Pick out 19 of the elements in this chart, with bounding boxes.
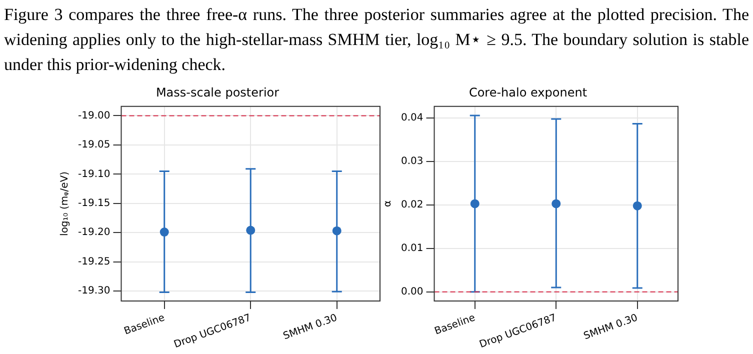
x-tick-label: SMHM 0.30 xyxy=(582,312,640,342)
y-tick-label: -19.15 xyxy=(78,198,110,209)
y-tick-label: 0.04 xyxy=(401,112,424,124)
chart-title: Mass-scale posterior xyxy=(156,85,280,100)
y-tick-label: -19.20 xyxy=(78,227,110,238)
chart-title: Core-halo exponent xyxy=(468,85,588,100)
y-tick-label: -19.00 xyxy=(78,110,110,122)
caption: Figure 3 compares the three free-α runs. The three posterior summaries agree at the plotted precision. The widening applies only to the high-stellar-mass SMHM tier, log₁₀ M⋆ ≥ 9.5. The boundary solution is stable under this prior-widening check. xyxy=(4,4,749,76)
x-tick-label: SMHM 0.30 xyxy=(282,312,339,342)
y-tick-label: -19.25 xyxy=(78,256,110,268)
y-tick-label: 0.03 xyxy=(401,156,424,168)
y-tick-label: -19.30 xyxy=(78,286,110,297)
y-axis-title: α xyxy=(382,200,394,207)
y-tick-label: -19.10 xyxy=(78,168,110,180)
y-tick-label: -19.05 xyxy=(78,140,110,151)
y-tick-label: 0.02 xyxy=(401,200,424,211)
y-tick-label: 0.00 xyxy=(401,286,424,298)
y-axis-title: log₁₀ (mᵩ/eV) xyxy=(60,171,71,236)
y-tick-label: 0.01 xyxy=(401,243,424,254)
